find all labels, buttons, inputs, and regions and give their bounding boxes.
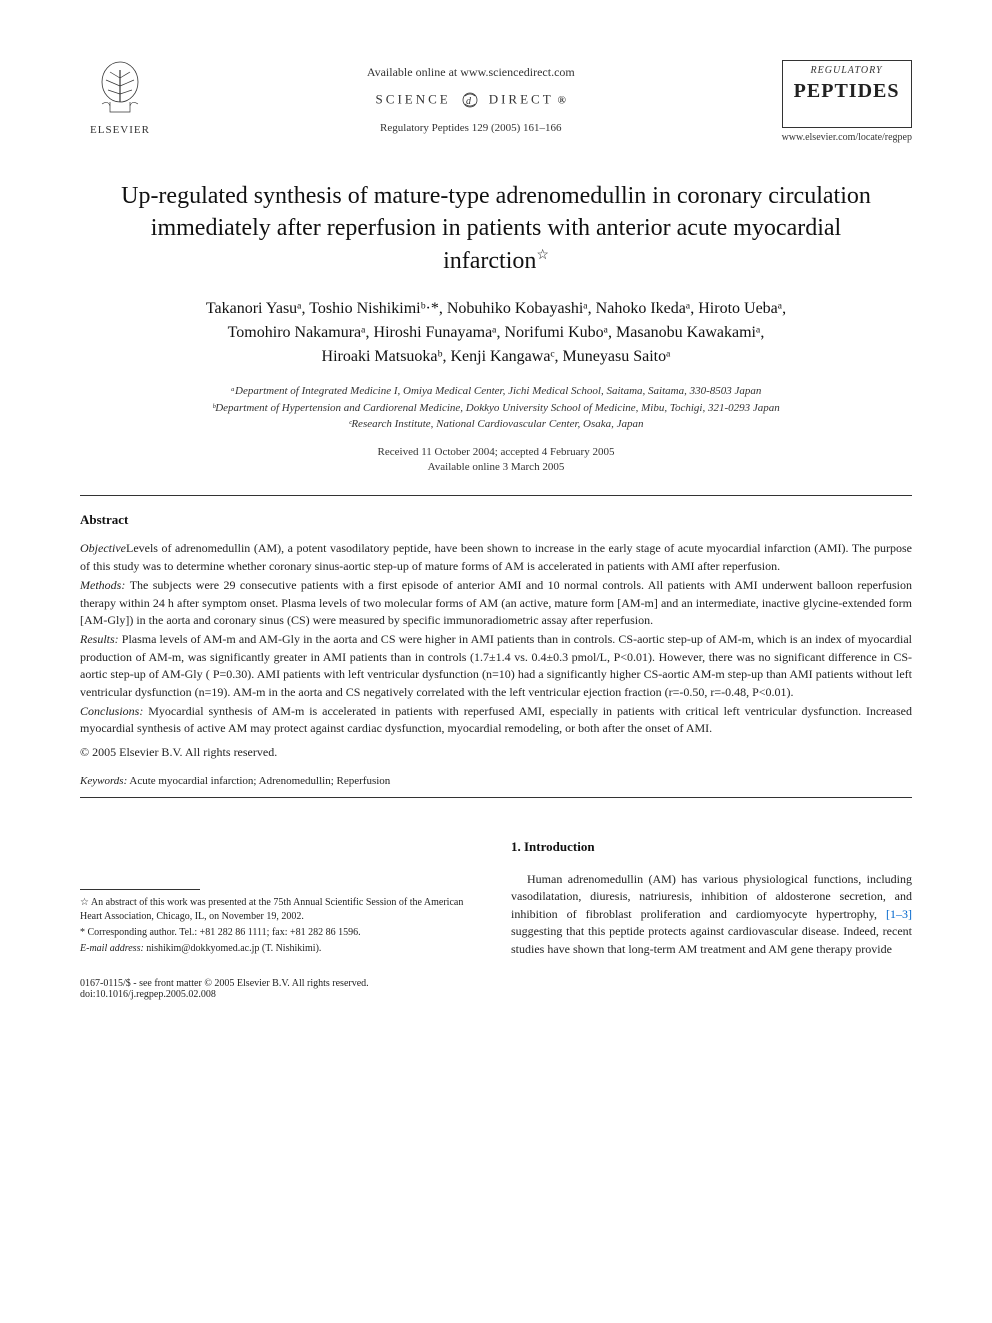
left-column: ☆ An abstract of this work was presented… [80,838,481,958]
publisher-logo: ELSEVIER [80,60,160,150]
footnote-star: ☆ An abstract of this work was presented… [80,896,481,924]
affiliations: ᵃDepartment of Integrated Medicine I, Om… [80,383,912,433]
keywords: Keywords: Acute myocardial infarction; A… [80,775,912,787]
sd-text-2: DIRECT [489,92,554,107]
authors-line-1: Takanori Yasuᵃ, Toshio Nishikimiᵇ·*, Nob… [90,297,902,321]
bottom-matter: 0167-0115/$ - see front matter © 2005 El… [80,978,912,1000]
title-footnote-star: ☆ [536,248,549,263]
sd-text-1: SCIENCE [376,92,451,107]
abstract-methods: Methods: The subjects were 29 consecutiv… [80,577,912,629]
journal-cover-top: REGULATORY [787,65,907,76]
journal-header: ELSEVIER Available online at www.science… [80,60,912,150]
article-dates: Received 11 October 2004; accepted 4 Feb… [80,445,912,476]
online-date: Available online 3 March 2005 [80,460,912,475]
keywords-text: Acute myocardial infarction; Adrenomedul… [129,775,390,787]
available-online-text: Available online at www.sciencedirect.co… [160,65,782,80]
sciencedirect-logo: SCIENCE d DIRECT ® [160,90,782,110]
email-label: E-mail address: [80,943,144,954]
elsevier-tree-icon [90,60,150,120]
affiliation-a: ᵃDepartment of Integrated Medicine I, Om… [80,383,912,400]
footnote-email: E-mail address: nishikim@dokkyomed.ac.jp… [80,942,481,956]
footnote-separator [80,889,200,890]
title-text: Up-regulated synthesis of mature-type ad… [121,183,871,274]
authors-line-3: Hiroaki Matsuokaᵇ, Kenji Kangawaᶜ, Muney… [90,345,902,369]
journal-reference: Regulatory Peptides 129 (2005) 161–166 [160,122,782,134]
abstract-objective: ObjectiveLevels of adrenomedullin (AM), … [80,540,912,575]
intro-heading: 1. Introduction [511,838,912,857]
intro-text-after: suggesting that this peptide protects ag… [511,924,912,955]
keywords-label: Keywords: [80,775,127,787]
journal-cover: REGULATORY PEPTIDES [782,60,912,128]
abstract-heading: Abstract [80,512,912,528]
citation-link-1-3[interactable]: [1–3] [886,907,912,921]
footnotes: ☆ An abstract of this work was presented… [80,896,481,958]
footnote-corresponding: * Corresponding author. Tel.: +81 282 86… [80,926,481,940]
authors-line-2: Tomohiro Nakamuraᵃ, Hiroshi Funayamaᵃ, N… [90,321,902,345]
abstract-results: Results: Plasma levels of AM-m and AM-Gl… [80,631,912,701]
abstract-results-text: Plasma levels of AM-m and AM-Gly in the … [80,632,912,698]
doi-line: doi:10.1016/j.regpep.2005.02.008 [80,989,912,1000]
abstract-conclusions: Conclusions: Myocardial synthesis of AM-… [80,703,912,738]
header-center: Available online at www.sciencedirect.co… [160,60,782,134]
abstract-body: ObjectiveLevels of adrenomedullin (AM), … [80,540,912,761]
intro-paragraph: Human adrenomedullin (AM) has various ph… [511,871,912,958]
rule-above-abstract [80,495,912,496]
authors: Takanori Yasuᵃ, Toshio Nishikimiᵇ·*, Nob… [90,297,902,369]
received-date: Received 11 October 2004; accepted 4 Feb… [80,445,912,460]
publisher-name: ELSEVIER [90,124,150,136]
two-column-body: ☆ An abstract of this work was presented… [80,838,912,958]
abstract-copyright: © 2005 Elsevier B.V. All rights reserved… [80,744,912,761]
article-title: Up-regulated synthesis of mature-type ad… [100,180,892,277]
abstract-conclusions-text: Myocardial synthesis of AM-m is accelera… [80,704,912,735]
abstract-methods-text: The subjects were 29 consecutive patient… [80,578,912,627]
rule-below-keywords [80,797,912,798]
journal-url: www.elsevier.com/locate/regpep [782,132,912,143]
affiliation-c: ᶜResearch Institute, National Cardiovasc… [80,416,912,433]
email-address: nishikim@dokkyomed.ac.jp (T. Nishikimi). [146,943,321,954]
journal-cover-block: REGULATORY PEPTIDES www.elsevier.com/loc… [782,60,912,143]
svg-text:d: d [466,96,472,107]
intro-text-before: Human adrenomedullin (AM) has various ph… [511,872,912,921]
right-column: 1. Introduction Human adrenomedullin (AM… [511,838,912,958]
journal-cover-title: PEPTIDES [787,76,907,123]
abstract-objective-text: Levels of adrenomedullin (AM), a potent … [80,541,912,572]
affiliation-b: ᵇDepartment of Hypertension and Cardiore… [80,400,912,417]
issn-line: 0167-0115/$ - see front matter © 2005 El… [80,978,912,989]
